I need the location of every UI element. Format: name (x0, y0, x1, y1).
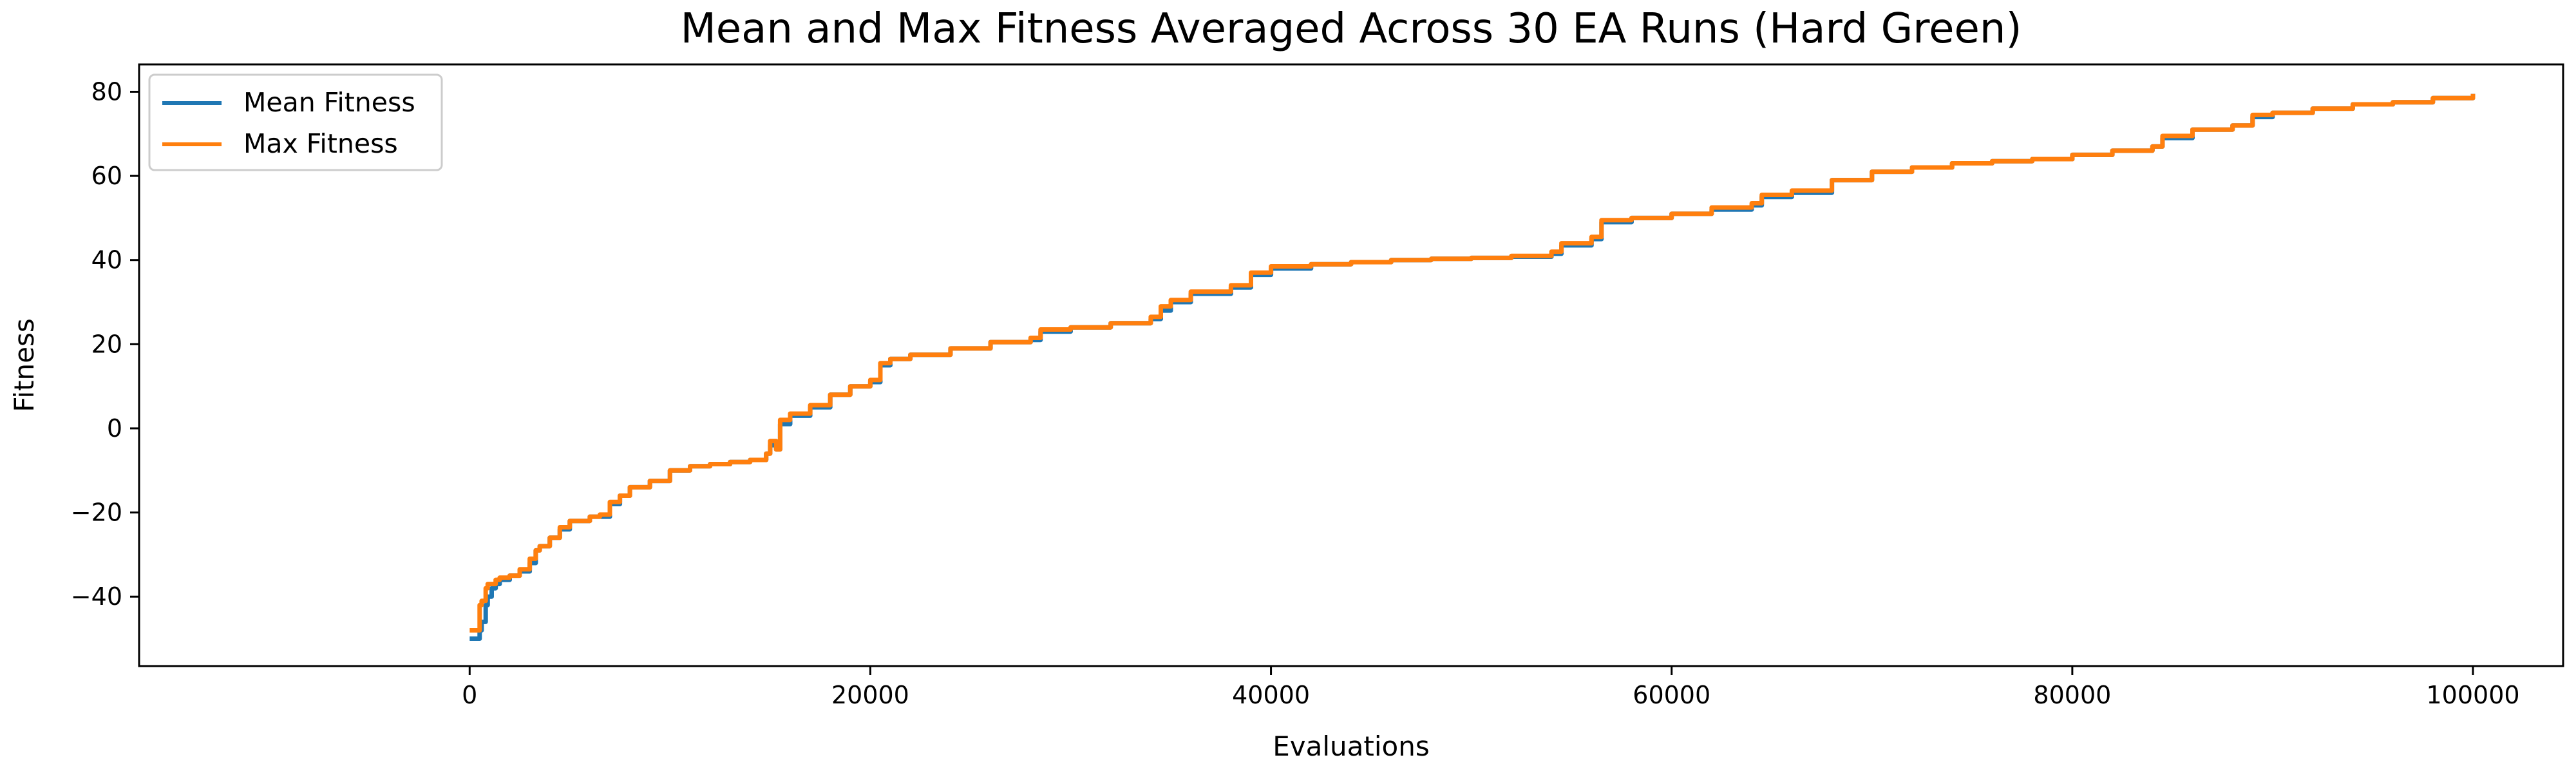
y-tick-label: −40 (71, 582, 122, 611)
y-axis-ticks: −40 −20 0 20 40 60 80 (71, 77, 139, 611)
plot-lines (469, 93, 2476, 641)
x-axis-label: Evaluations (1273, 730, 1430, 762)
y-tick-label: 0 (107, 414, 122, 443)
y-tick-label: 80 (91, 77, 122, 106)
plot-area-frame (138, 63, 2564, 667)
y-tick-label: 20 (91, 330, 122, 358)
y-tick-label: 40 (91, 246, 122, 274)
legend-label-mean-fitness: Mean Fitness (243, 87, 415, 118)
legend-label-max-fitness: Max Fitness (243, 128, 398, 159)
x-axis-ticks: 0 20000 40000 60000 80000 100000 (462, 666, 2520, 709)
y-tick-label: 60 (91, 162, 122, 190)
x-tick-label: 0 (462, 681, 477, 709)
x-tick-label: 80000 (2033, 681, 2111, 709)
x-tick-label: 100000 (2426, 681, 2519, 709)
x-tick-label: 20000 (831, 681, 909, 709)
series-line-max-fitness (469, 93, 2476, 633)
legend: Mean Fitness Max Fitness (148, 73, 443, 171)
x-tick-label: 60000 (1633, 681, 1710, 709)
chart-title: Mean and Max Fitness Averaged Across 30 … (681, 5, 2022, 53)
y-axis-label: Fitness (8, 318, 40, 412)
legend-box (148, 73, 443, 171)
y-tick-label: −20 (71, 499, 122, 527)
x-tick-label: 40000 (1232, 681, 1310, 709)
